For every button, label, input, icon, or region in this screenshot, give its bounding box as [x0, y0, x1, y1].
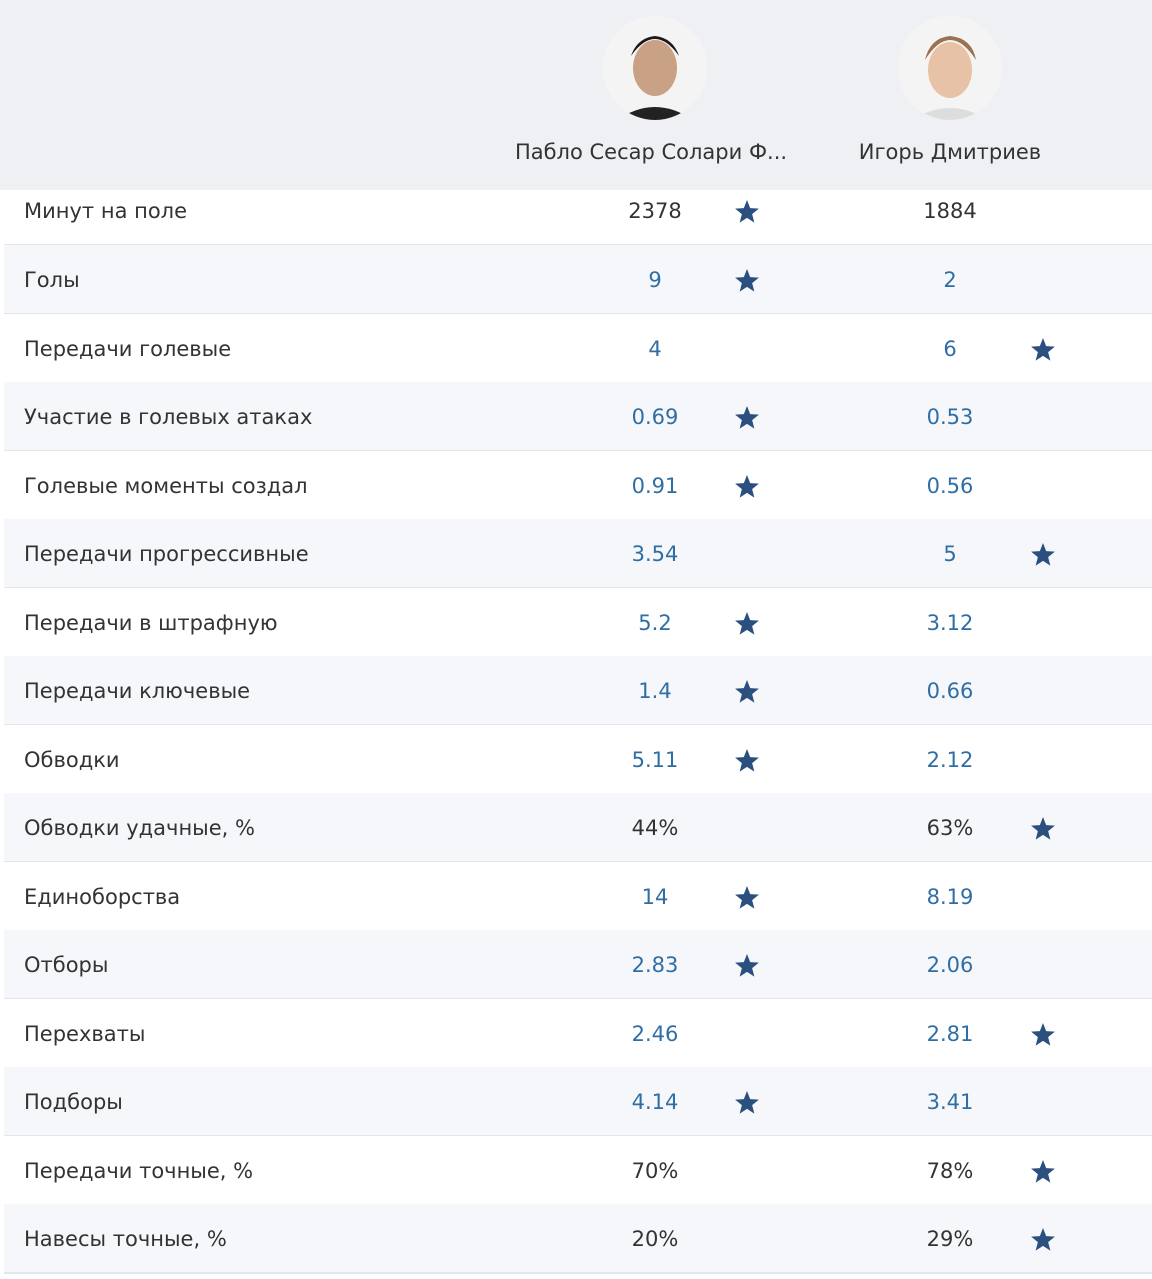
stat-value: 2 — [943, 268, 957, 292]
stat-value: 44% — [631, 816, 679, 840]
stat-value: 5 — [943, 542, 957, 566]
best-star — [735, 748, 759, 772]
stat-row: Передачи ключевые 1.4 0.66 — [4, 656, 1152, 726]
best-star — [735, 1091, 759, 1114]
best-star — [735, 474, 759, 498]
stat-value: 0.91 — [631, 473, 679, 498]
stat-label: Голевые моменты создал — [24, 473, 308, 498]
stat-row: Передачи точные, % 70% 78% — [4, 1135, 1152, 1206]
stat-row: Перехваты 2.46 2.81 — [4, 998, 1152, 1069]
best-star — [1031, 1022, 1055, 1046]
stat-row: Голевые моменты создал 0.91 0.56 — [4, 450, 1152, 521]
stat-row: Обводки удачные, % 44% 63% — [4, 793, 1152, 863]
stat-row: Навесы точные, % 20% 29% — [4, 1204, 1152, 1274]
stat-value: 0.69 — [631, 405, 679, 429]
player-photo — [898, 16, 1002, 120]
stat-label: Участие в голевых атаках — [24, 405, 313, 429]
stat-value: 29% — [926, 1227, 974, 1251]
best-star — [1031, 1159, 1055, 1183]
stat-row: Голы 9 2 — [4, 245, 1152, 315]
best-star — [735, 406, 759, 429]
stat-label: Обводки удачные, % — [24, 816, 255, 840]
best-star — [735, 611, 759, 635]
stat-value: 3.41 — [926, 1090, 974, 1114]
stat-value: 1.4 — [638, 679, 672, 703]
stat-label: Отборы — [24, 953, 109, 977]
stat-value: 2.83 — [631, 953, 679, 977]
stat-value: 5.11 — [631, 747, 679, 772]
best-star — [1031, 543, 1055, 566]
stat-value: 70% — [631, 1158, 679, 1183]
stat-row: Передачи голевые 4 6 — [4, 313, 1152, 384]
stat-label: Передачи в штрафную — [24, 610, 278, 635]
best-star — [735, 885, 759, 909]
stat-value: 0.53 — [926, 405, 974, 429]
stat-value: 6 — [943, 336, 957, 361]
stat-label: Передачи прогрессивные — [24, 542, 309, 566]
best-star — [1031, 817, 1055, 840]
stat-label: Минут на поле — [24, 199, 188, 223]
stat-value: 3.54 — [631, 542, 679, 566]
stat-label: Навесы точные, % — [24, 1227, 227, 1251]
best-star — [735, 680, 759, 703]
stat-value: 1884 — [923, 199, 977, 223]
stat-value: 4 — [648, 336, 662, 361]
stat-label: Единоборства — [24, 884, 181, 909]
best-star — [735, 954, 759, 977]
stat-row: Единоборства 14 8.19 — [4, 861, 1152, 932]
best-star — [735, 269, 759, 292]
stat-value: 8.19 — [926, 884, 974, 909]
photo-art — [603, 16, 707, 120]
header: Пабло Сесар Солари Ф... Игорь Дмитриев — [0, 0, 1152, 190]
stat-value: 0.56 — [926, 473, 974, 498]
stat-label: Обводки — [24, 747, 120, 772]
stat-row: Отборы 2.83 2.06 — [4, 930, 1152, 1000]
player-name[interactable]: Игорь Дмитриев — [858, 140, 1042, 164]
stat-value: 0.66 — [926, 679, 974, 703]
photo-art — [898, 16, 1002, 120]
stat-label: Подборы — [24, 1090, 123, 1114]
stat-value: 5.2 — [638, 610, 672, 635]
stat-value: 3.12 — [926, 610, 974, 635]
stat-value: 9 — [648, 268, 662, 292]
best-star — [735, 200, 759, 223]
stat-value: 78% — [926, 1158, 974, 1183]
player-name[interactable]: Пабло Сесар Солари Ф... — [514, 140, 788, 164]
stat-row: Подборы 4.14 3.41 — [4, 1067, 1152, 1137]
stat-row: Участие в голевых атаках 0.69 0.53 — [4, 382, 1152, 452]
stat-value: 2.46 — [631, 1021, 679, 1046]
stat-value: 14 — [641, 884, 669, 909]
stat-value: 63% — [926, 816, 974, 840]
stat-label: Передачи точные, % — [24, 1158, 254, 1183]
stat-row: Минут на поле 2378 1884 — [4, 190, 1152, 246]
stat-row: Передачи прогрессивные 3.54 5 — [4, 519, 1152, 589]
stat-row: Передачи в штрафную 5.2 3.12 — [4, 587, 1152, 658]
stat-value: 2.06 — [926, 953, 974, 977]
stat-label: Голы — [24, 268, 80, 292]
stat-label: Перехваты — [24, 1021, 146, 1046]
stat-value: 2.12 — [926, 747, 974, 772]
stat-label: Передачи ключевые — [24, 679, 251, 703]
best-star — [1031, 1228, 1055, 1251]
stat-value: 2378 — [628, 199, 682, 223]
stat-row: Обводки 5.11 2.12 — [4, 724, 1152, 795]
player-photo — [603, 16, 707, 120]
stat-value: 4.14 — [631, 1090, 679, 1114]
best-star — [1031, 337, 1055, 361]
stat-value: 20% — [631, 1227, 679, 1251]
stat-label: Передачи голевые — [24, 336, 232, 361]
stat-value: 2.81 — [926, 1021, 974, 1046]
